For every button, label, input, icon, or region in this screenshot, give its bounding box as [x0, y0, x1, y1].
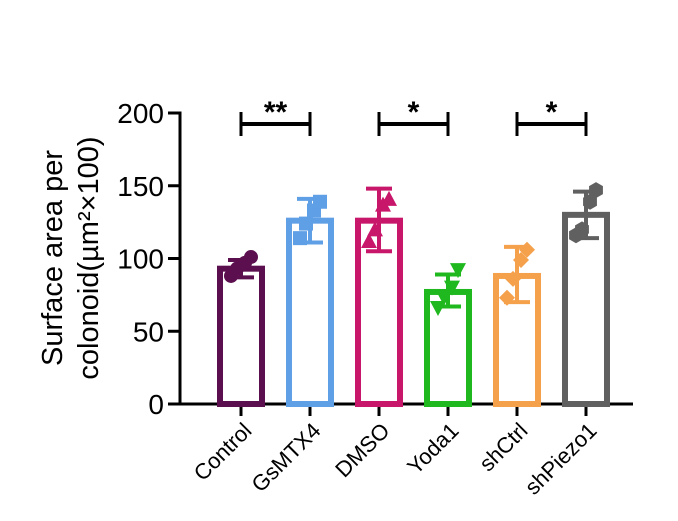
y-tick-label: 100	[117, 244, 164, 275]
y-axis: 0 50 100 150 200	[117, 98, 182, 420]
data-point	[583, 193, 597, 210]
data-point	[499, 289, 515, 306]
data-point	[244, 250, 258, 265]
bars	[217, 211, 610, 407]
data-point	[313, 194, 327, 209]
data-point	[367, 221, 383, 237]
y-tick-label: 200	[117, 98, 164, 129]
data-point	[293, 231, 307, 246]
bar-yoda1	[424, 288, 472, 407]
bar-control	[217, 265, 265, 407]
data-point	[450, 263, 466, 279]
x-tick-label: shCtrl	[474, 418, 532, 476]
y-axis-label-line1: Surface area per	[37, 150, 69, 366]
data-point	[361, 233, 377, 249]
data-points	[224, 182, 603, 316]
y-tick-label: 0	[148, 389, 164, 420]
bar-shpiezo1	[562, 211, 610, 407]
x-tick-label: shPiezo1	[520, 418, 602, 500]
x-tick-label: Control	[189, 418, 257, 486]
data-point	[505, 270, 521, 287]
y-axis-label-line2: colonoid(µm²×100)	[73, 136, 105, 379]
data-point	[436, 290, 452, 306]
x-tick-label: Yoda1	[402, 418, 463, 479]
significance-annotations: ** * *	[239, 96, 588, 136]
significance-label: *	[546, 96, 558, 129]
data-point	[381, 190, 397, 206]
data-point	[589, 182, 603, 199]
significance-label: *	[408, 96, 420, 129]
y-tick-label: 150	[117, 171, 164, 202]
y-tick-label: 50	[133, 316, 164, 347]
data-point	[575, 221, 589, 238]
x-tick-label: DMSO	[330, 418, 394, 482]
error-bars	[228, 186, 599, 309]
data-point	[430, 300, 446, 316]
data-point	[299, 216, 313, 231]
data-point	[519, 241, 535, 258]
bar-gsmtx4	[286, 217, 334, 407]
y-axis-label: Surface area per colonoid(µm²×100)	[37, 136, 105, 379]
data-point	[513, 251, 529, 268]
data-point	[444, 280, 460, 296]
significance-label: **	[264, 96, 288, 129]
x-tick-label: GsMTX4	[246, 418, 325, 497]
